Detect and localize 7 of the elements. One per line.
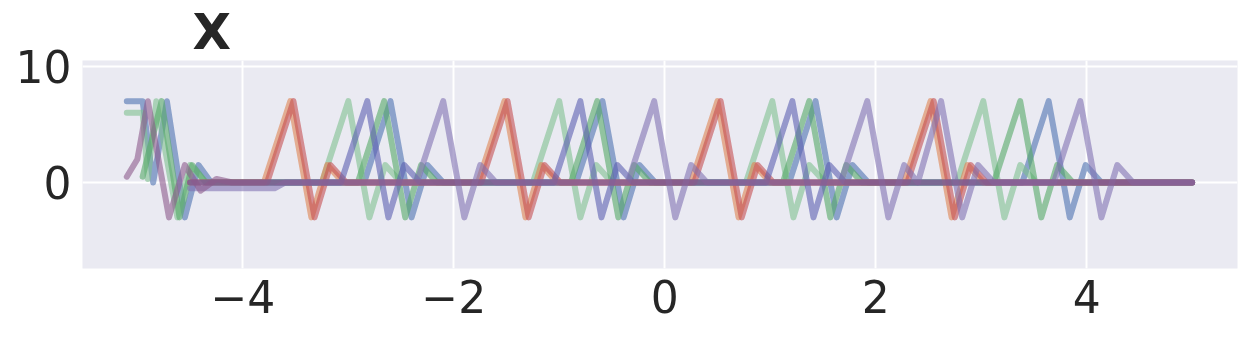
x-tick-label: 4 bbox=[1072, 271, 1101, 323]
x-tick-label: −4 bbox=[210, 271, 276, 323]
chart-title: X bbox=[192, 2, 232, 61]
x-tick-label: 0 bbox=[650, 271, 679, 323]
x-tick-label: −2 bbox=[421, 271, 487, 323]
x-tick-label: 2 bbox=[861, 271, 890, 323]
y-tick-label: 10 bbox=[15, 41, 72, 93]
